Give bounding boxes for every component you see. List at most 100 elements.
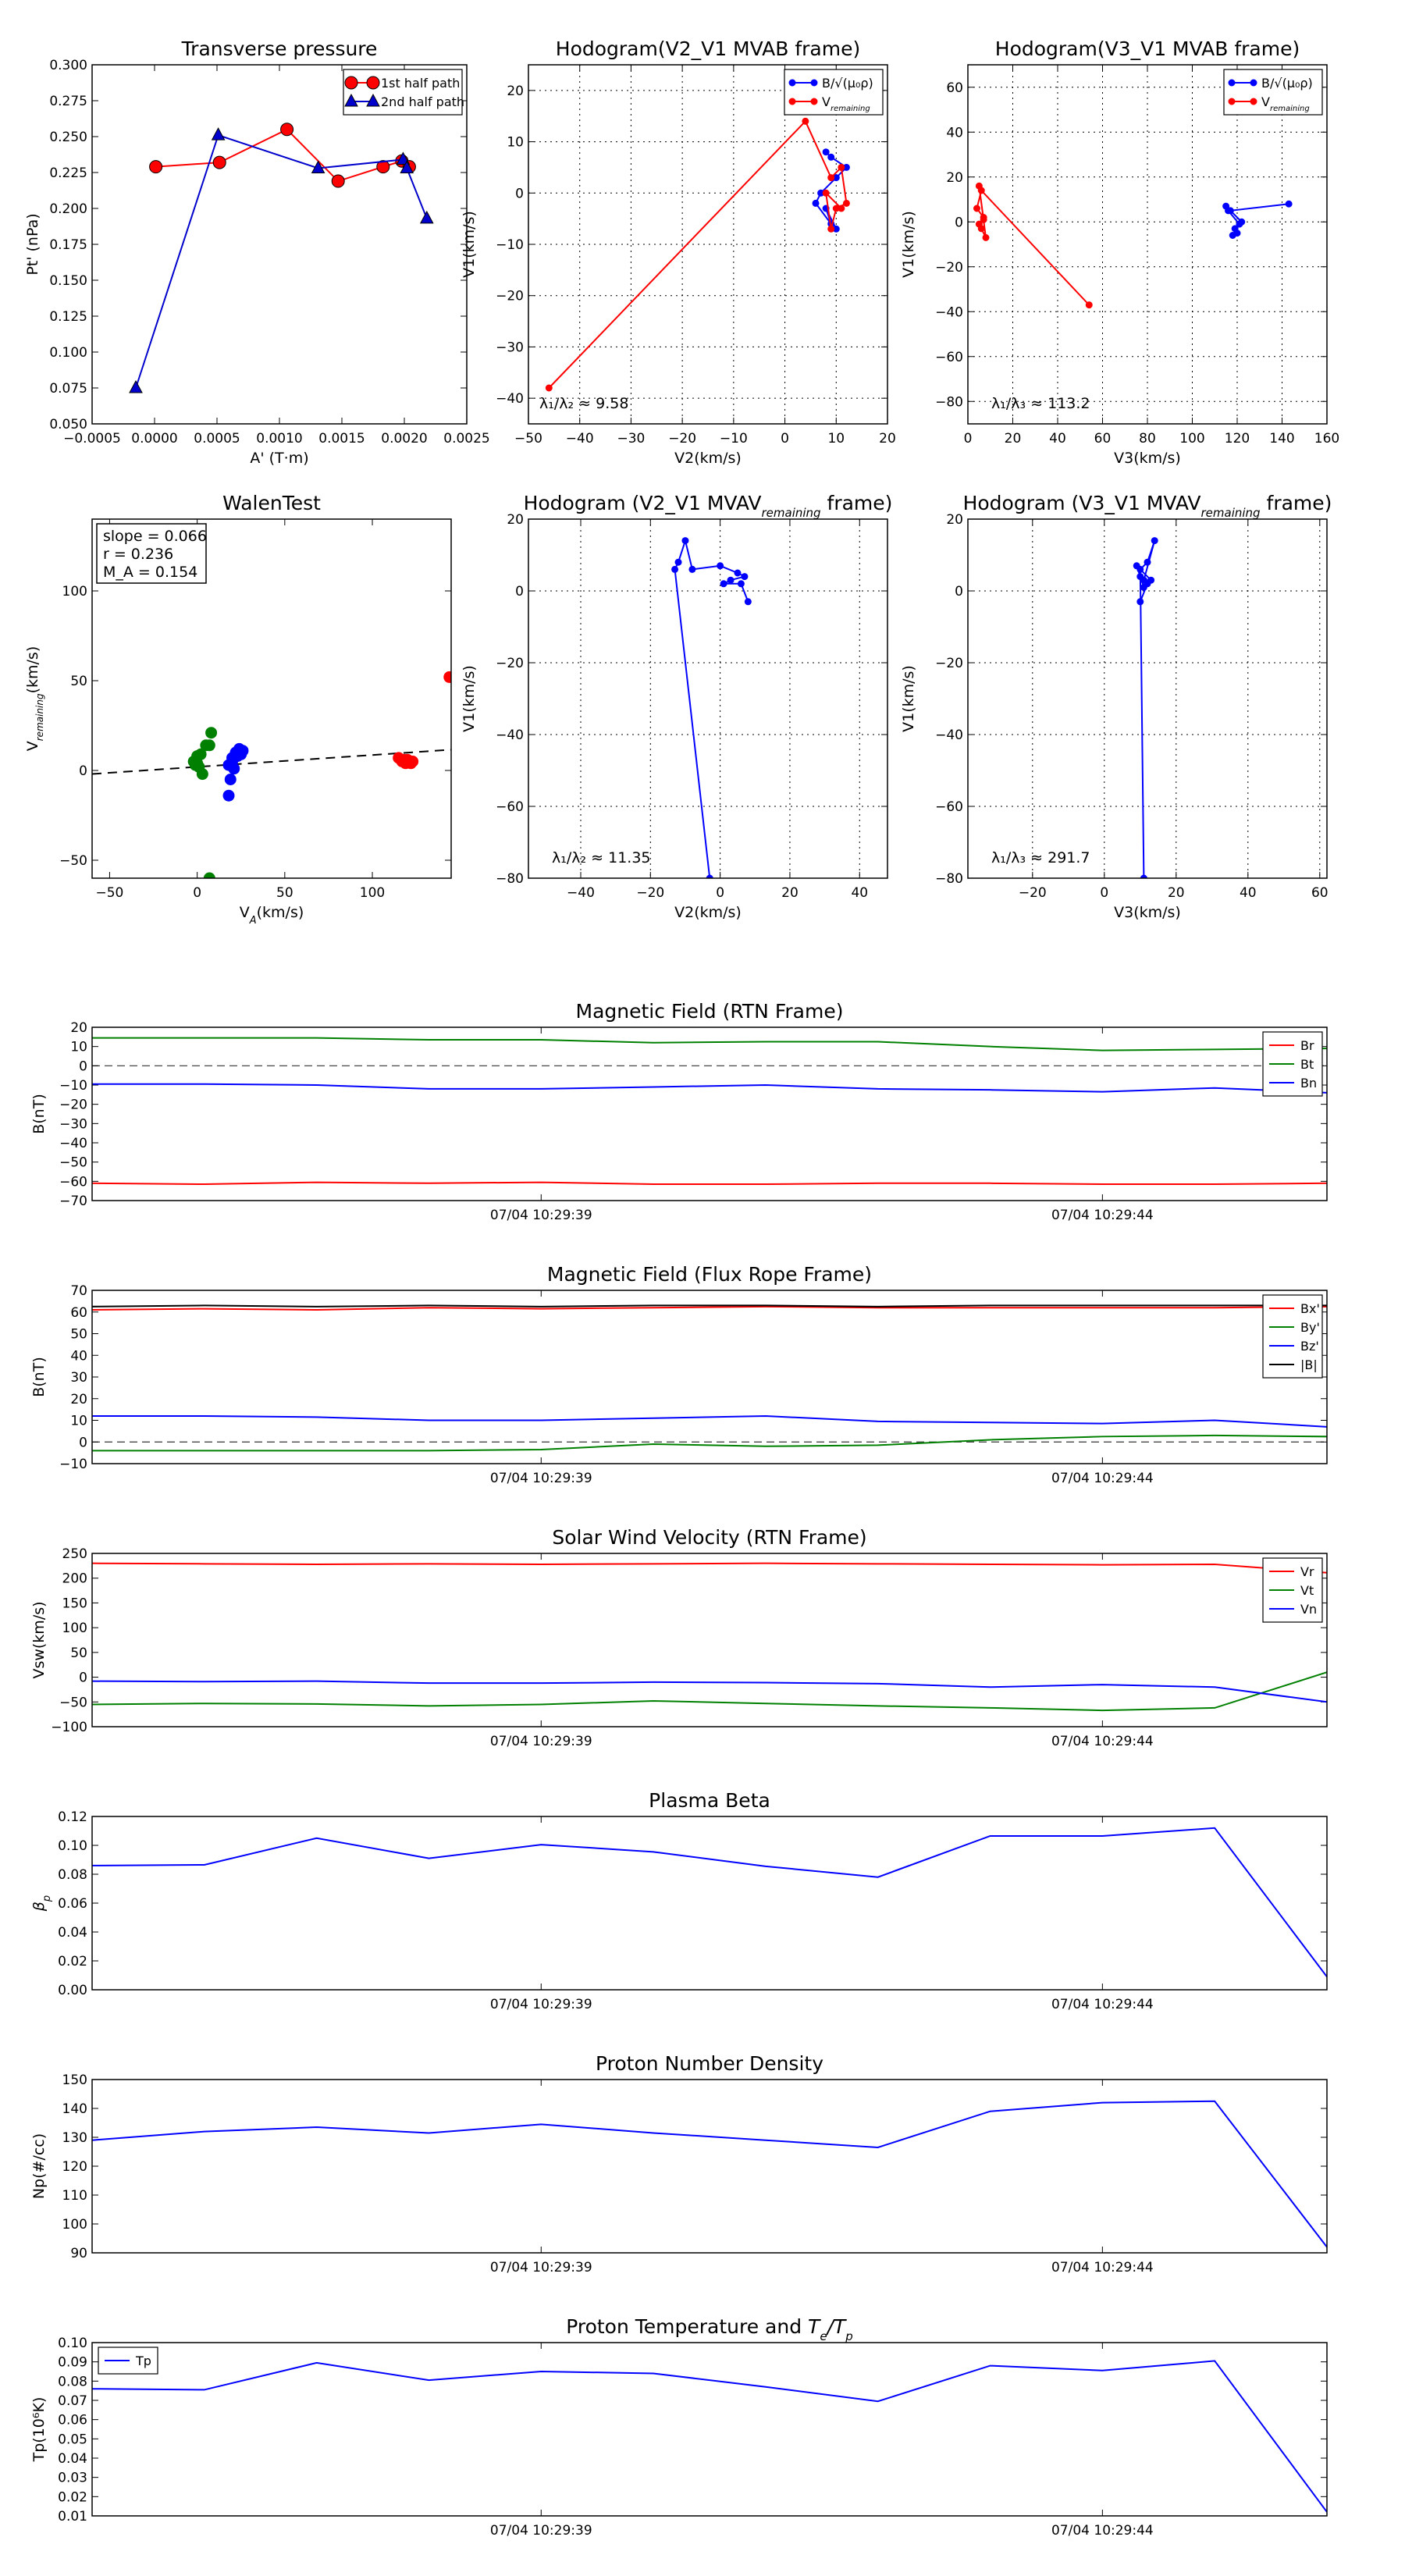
y-tick-label: −100 <box>51 1720 87 1735</box>
data-point <box>149 160 163 174</box>
y-tick-label: −80 <box>935 871 963 887</box>
x-tick-label: 60 <box>1311 885 1329 901</box>
y-tick-label: 0.150 <box>49 273 87 289</box>
legend-marker <box>344 93 358 107</box>
data-point <box>376 160 390 174</box>
data-point <box>737 580 745 588</box>
y-tick-label: 20 <box>507 84 524 99</box>
x-tick-label: 40 <box>1049 431 1066 447</box>
series-line <box>92 1037 1327 1051</box>
data-point <box>1151 537 1158 545</box>
y-tick-label: 200 <box>62 1571 87 1587</box>
data-point <box>802 117 809 125</box>
y-tick-label: 250 <box>62 1546 87 1562</box>
x-axis-label: V2(km/s) <box>674 450 742 467</box>
y-tick-label: −10 <box>496 237 524 253</box>
x-tick-label: 0 <box>193 885 201 901</box>
y-tick-label: 50 <box>70 1327 87 1343</box>
y-tick-label: −40 <box>59 1136 87 1151</box>
chart-title: Hodogram(V3_V1 MVAB frame) <box>995 37 1300 60</box>
y-tick-label: 0 <box>79 763 87 779</box>
y-tick-label: −40 <box>496 391 524 407</box>
x-tick-label: −50 <box>514 431 542 447</box>
y-tick-label: −60 <box>496 799 524 815</box>
x-tick-label: −20 <box>636 885 664 901</box>
data-point <box>982 233 990 241</box>
x-tick-label: 10 <box>827 431 845 447</box>
y-tick-label: −60 <box>935 350 963 365</box>
data-point <box>681 537 689 545</box>
data-point <box>1085 301 1093 309</box>
data-point <box>1225 207 1232 215</box>
series-line <box>548 119 848 389</box>
data-point <box>975 182 983 190</box>
data-point <box>443 671 451 683</box>
hodogram-mvab-v3-panel: 0 20 40 60 80 100 120 140 160 −80 −60 −40 −20 0 20 40 60… <box>900 37 1339 467</box>
plot-frame <box>91 64 468 425</box>
y-tick-label: 0.02 <box>58 1954 87 1969</box>
x-tick-label: 07/04 10:29:44 <box>1051 2523 1154 2539</box>
fit-line <box>92 749 451 775</box>
data-point <box>1136 598 1144 606</box>
y-tick-label: 10 <box>70 1040 87 1055</box>
x-tick-label: 0.0015 <box>318 431 365 447</box>
x-tick-label: −20 <box>668 431 696 447</box>
y-tick-label: 40 <box>70 1348 87 1364</box>
series-vt <box>92 1671 1327 1712</box>
y-tick-label: 0.09 <box>58 2355 87 2371</box>
series-np <box>92 2100 1327 2248</box>
x-tick-label: 07/04 10:29:44 <box>1051 1997 1154 2012</box>
y-axis-label: V1(km/s) <box>461 665 478 732</box>
x-tick-label: 07/04 10:29:44 <box>1051 1734 1154 1749</box>
chart-title: Transverse pressure <box>181 37 378 60</box>
legend-marker <box>788 98 796 105</box>
chart-title: Magnetic Field (RTN Frame) <box>576 1000 844 1023</box>
y-tick-label: 0.100 <box>49 345 87 361</box>
stats-box <box>96 523 207 584</box>
x-axis-label: A' (T·m) <box>250 450 308 467</box>
plot-frame <box>967 518 1328 879</box>
plot-frame <box>91 1553 1328 1727</box>
series-line <box>92 1414 1327 1428</box>
y-tick-label: 20 <box>507 512 524 528</box>
legend-box <box>1223 69 1323 116</box>
x-tick-label: 20 <box>1005 431 1022 447</box>
legend-label: Br <box>1300 1038 1314 1053</box>
data-point <box>688 565 696 573</box>
data-point <box>396 151 411 165</box>
legend-label: Vremaining <box>822 94 870 113</box>
y-axis-label: B(nT) <box>30 1094 48 1134</box>
y-tick-label: 100 <box>62 1621 87 1636</box>
legend-label: 2nd half path <box>381 94 464 109</box>
data-point <box>280 123 294 137</box>
legend-label: Bx' <box>1300 1301 1320 1316</box>
x-tick-label: 0 <box>1100 885 1108 901</box>
series-v-remaining <box>973 182 1093 309</box>
y-tick-label: −50 <box>59 1695 87 1710</box>
x-tick-label: 0.0025 <box>443 431 489 447</box>
y-tick-label: 10 <box>70 1414 87 1429</box>
y-tick-label: −30 <box>496 340 524 355</box>
x-tick-label: 80 <box>1139 431 1156 447</box>
data-point <box>671 565 679 573</box>
y-tick-label: 110 <box>62 2188 87 2204</box>
data-point <box>812 199 820 207</box>
series-beta <box>92 1827 1327 1977</box>
y-tick-label: −50 <box>59 1155 87 1171</box>
series-line <box>92 1181 1327 1186</box>
legend-label: |B| <box>1300 1357 1318 1372</box>
data-point <box>224 774 237 785</box>
legend-marker <box>810 79 818 87</box>
data-point <box>822 189 830 197</box>
x-tick-label: 50 <box>276 885 293 901</box>
legend-label: Vt <box>1300 1583 1314 1598</box>
y-tick-label: −40 <box>496 728 524 743</box>
x-tick-label: 07/04 10:29:44 <box>1051 1471 1154 1486</box>
legend: 1st half path 2nd half path <box>343 69 464 116</box>
series-line <box>1136 540 1156 878</box>
data-point <box>727 576 735 584</box>
y-tick-label: 0 <box>955 584 963 600</box>
series-hodogram <box>1133 537 1158 878</box>
data-point <box>400 160 414 173</box>
series-red <box>393 671 451 770</box>
